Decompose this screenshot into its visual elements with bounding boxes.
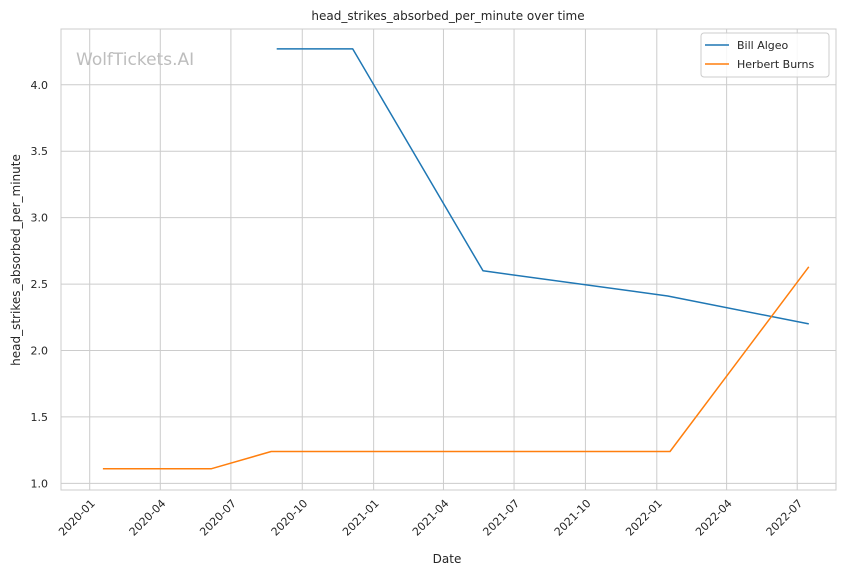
watermark-text: WolfTickets.AI	[76, 50, 194, 70]
x-axis-label: Date	[433, 552, 462, 566]
y-tick-label: 3.5	[31, 145, 49, 158]
plot-area-frame	[60, 28, 837, 491]
series-line-bill-algeo	[276, 48, 809, 325]
y-tick-label: 2.0	[31, 345, 49, 358]
chart-title: head_strikes_absorbed_per_minute over ti…	[311, 9, 584, 23]
y-axis-label: head_strikes_absorbed_per_minute	[9, 154, 23, 366]
y-tick-label: 1.0	[31, 477, 49, 490]
y-tick-label: 1.5	[31, 411, 49, 424]
y-tick-label: 2.5	[31, 278, 49, 291]
grid-layer	[61, 29, 836, 490]
y-tick-label: 3.0	[31, 212, 49, 225]
y-tick-label: 4.0	[31, 79, 49, 92]
series-line-herbert-burns	[102, 266, 810, 470]
legend: Bill Algeo Herbert Burns	[700, 32, 830, 78]
legend-label-herbert-burns: Herbert Burns	[737, 58, 814, 71]
legend-label-bill-algeo: Bill Algeo	[737, 39, 789, 52]
legend-box	[700, 32, 830, 78]
series-layer	[102, 48, 810, 470]
